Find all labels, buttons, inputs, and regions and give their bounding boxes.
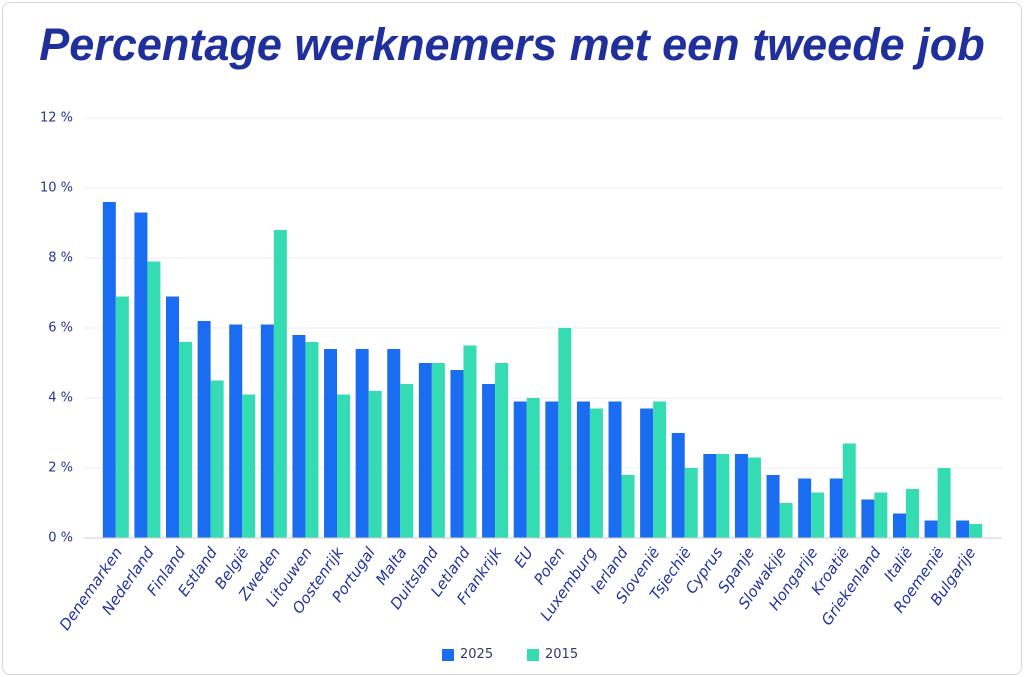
bar-2025-spanje [734, 454, 748, 538]
bar-2025-kroatie [829, 478, 843, 538]
bar-2015-eu [526, 398, 540, 538]
bar-2025-bulgarije [956, 520, 970, 538]
bar-2025-slowakije [766, 475, 780, 538]
y-tick-label: 12 % [40, 111, 73, 126]
bar-2025-griekenland [861, 499, 875, 538]
bar-2015-malta [400, 384, 414, 538]
bar-2015-zweden [273, 230, 287, 538]
legend-label-2015: 2015 [545, 647, 579, 662]
bar-2015-letland [463, 345, 477, 538]
bar-2025-estland [197, 321, 211, 538]
bar-2015-belgie [242, 394, 256, 538]
bar-2025-eu [513, 401, 527, 538]
y-tick-label: 10 % [40, 181, 73, 196]
bar-2025-italie [892, 513, 906, 538]
bar-2025-letland [450, 370, 464, 538]
bar-2015-nederland [147, 261, 161, 538]
bar-2025-portugal [355, 349, 369, 538]
chart-title: Percentage werknemers met een tweede job [39, 19, 985, 70]
bar-2025-oostenrijk [324, 349, 338, 538]
bar-2015-slovenie [653, 401, 667, 538]
bar-2025-cyprus [703, 454, 717, 538]
bar-2025-malta [387, 349, 401, 538]
bar-2025-polen [545, 401, 559, 538]
bar-2015-portugal [368, 391, 382, 538]
legend-label-2025: 2025 [460, 647, 494, 662]
bar-2025-luxemburg [576, 401, 590, 538]
bar-2015-duitsland [431, 363, 445, 538]
bar-2015-slowakije [779, 503, 793, 538]
y-tick-label: 0 % [48, 531, 73, 546]
bar-2015-bulgarije [969, 524, 983, 538]
bar-2025-finland [166, 296, 180, 538]
bar-2025-zweden [260, 324, 274, 538]
bar-2025-belgie [229, 324, 243, 538]
bar-2025-frankrijk [482, 384, 496, 538]
bar-2015-denemarken [115, 296, 129, 538]
bar-2025-ierland [608, 401, 622, 538]
bar-2015-frankrijk [495, 363, 509, 538]
y-tick-label: 2 % [48, 461, 73, 476]
bar-2025-nederland [134, 212, 148, 538]
bar-2015-italie [905, 489, 919, 538]
bar-2025-hongarije [798, 478, 812, 538]
bar-2015-tsjechie [684, 468, 698, 538]
bar-2015-kroatie [842, 443, 856, 538]
x-tick-label-eu: EU [510, 544, 536, 571]
bar-2015-cyprus [716, 454, 730, 538]
bar-2015-hongarije [811, 492, 825, 538]
bar-2015-oostenrijk [337, 394, 351, 538]
bar-2025-roemenie [924, 520, 938, 538]
y-tick-label: 6 % [48, 321, 73, 336]
legend-swatch-2025 [442, 649, 454, 661]
legend-swatch-2015 [527, 649, 539, 661]
bar-2015-polen [558, 328, 572, 538]
bar-2015-roemenie [937, 468, 951, 538]
bar-2025-duitsland [418, 363, 432, 538]
bar-2015-finland [179, 342, 193, 538]
bar-2015-spanje [747, 457, 761, 538]
bar-2015-estland [210, 380, 224, 538]
bar-2025-slovenie [640, 408, 654, 538]
bar-2015-litouwen [305, 342, 319, 538]
y-tick-label: 8 % [48, 251, 73, 266]
bar-2025-denemarken [102, 202, 116, 538]
bar-2025-litouwen [292, 335, 306, 538]
bar-2015-ierland [621, 475, 635, 538]
y-tick-label: 4 % [48, 391, 73, 406]
bar-2015-griekenland [874, 492, 888, 538]
bar-2025-tsjechie [671, 433, 685, 538]
bar-2015-luxemburg [589, 408, 603, 538]
